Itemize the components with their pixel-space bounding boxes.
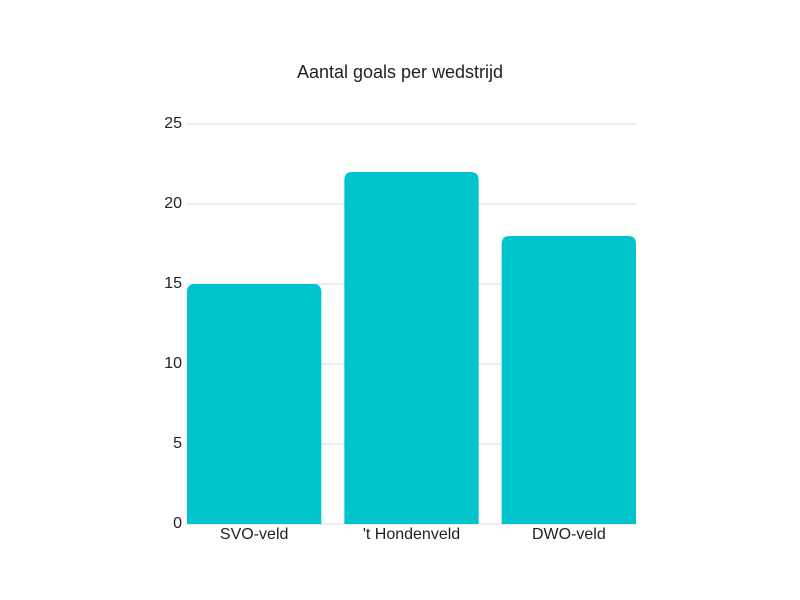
bar: [344, 172, 479, 524]
chart-title: Aantal goals per wedstrijd: [297, 62, 503, 82]
y-tick-label: 20: [164, 195, 182, 212]
y-tick-label: 25: [164, 115, 182, 132]
y-tick-label: 10: [164, 355, 182, 372]
y-tick-label: 5: [173, 435, 182, 452]
x-tick-label: DWO-veld: [532, 526, 606, 543]
x-tick-label: 't Hondenveld: [363, 526, 460, 543]
x-tick-label: SVO-veld: [220, 526, 288, 543]
y-tick-label: 15: [164, 275, 182, 292]
bar: [501, 236, 636, 524]
bar: [187, 284, 322, 524]
y-tick-label: 0: [173, 515, 182, 532]
